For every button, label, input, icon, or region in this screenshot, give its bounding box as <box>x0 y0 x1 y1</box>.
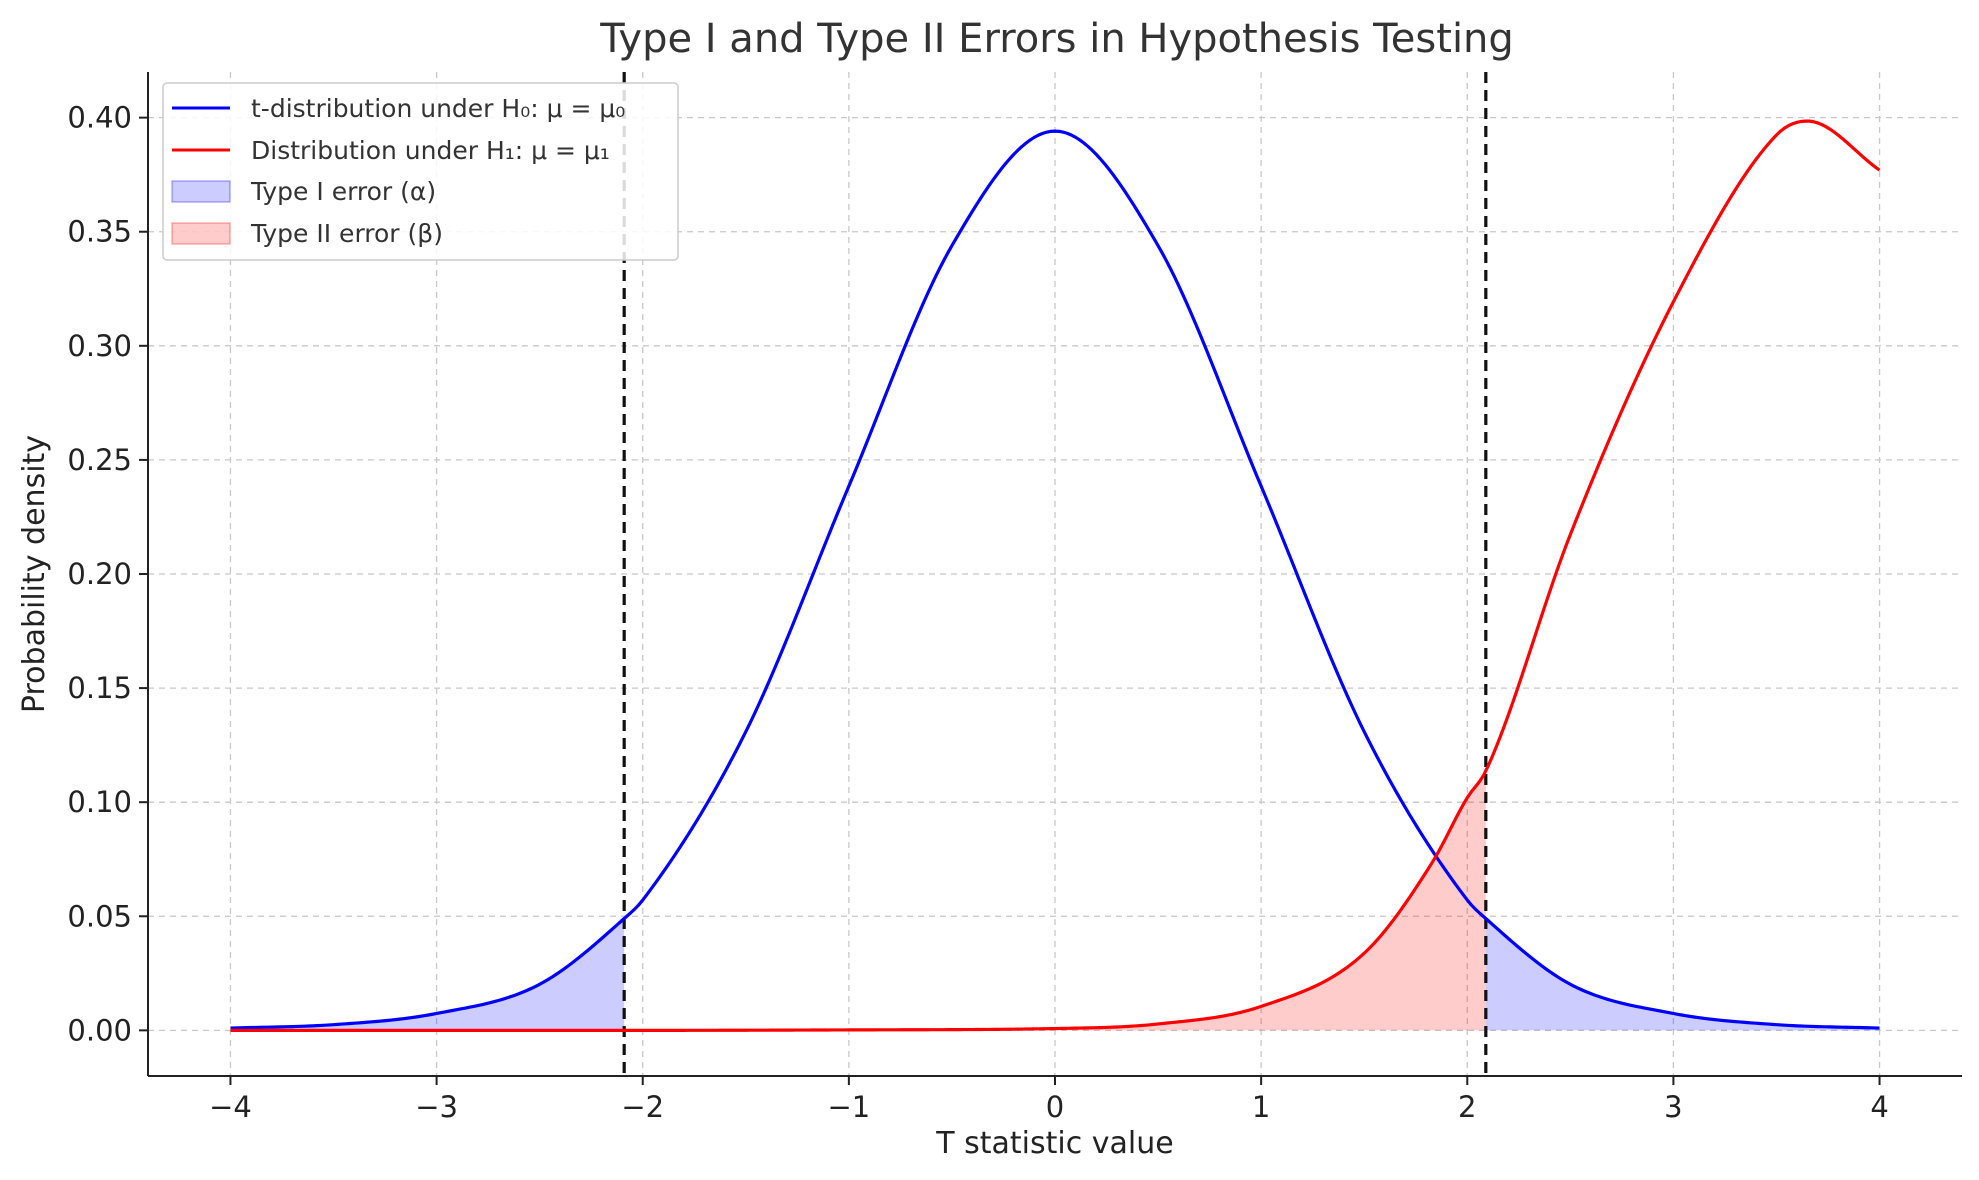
series-lines <box>230 119 1881 1032</box>
legend-label-type2: Type II error (β) <box>250 219 443 248</box>
y-tick-label: 0.30 <box>67 329 132 363</box>
y-tick-label: 0.10 <box>67 785 132 819</box>
legend: t-distribution under H₀: μ = μ₀ Distribu… <box>162 82 679 261</box>
shaded-regions <box>230 770 1880 1031</box>
type-i-error-region <box>1485 918 1880 1031</box>
x-tick-label: 3 <box>1664 1090 1682 1124</box>
type-i-error-region <box>230 918 625 1031</box>
type-ii-error-region <box>230 770 1486 1031</box>
gridlines <box>148 72 1962 1076</box>
x-tick-label: −1 <box>827 1090 870 1124</box>
legend-label-h0: t-distribution under H₀: μ = μ₀ <box>251 94 625 123</box>
x-axis-label: T statistic value <box>935 1126 1173 1161</box>
x-tick-label: 1 <box>1252 1090 1270 1124</box>
legend-label-type1: Type I error (α) <box>250 177 436 206</box>
y-tick-label: 0.35 <box>67 215 132 249</box>
y-tick-label: 0.25 <box>67 443 132 477</box>
legend-box <box>162 82 679 261</box>
x-ticks: −4 −3 −2 −1 0 1 2 3 4 <box>209 1076 1889 1124</box>
y-tick-label: 0.40 <box>67 101 132 135</box>
legend-swatch-type1 <box>171 180 231 203</box>
y-tick-label: 0.00 <box>67 1013 132 1047</box>
y-tick-label: 0.20 <box>67 557 132 591</box>
h1-distribution-line <box>230 119 1881 1032</box>
x-tick-label: −2 <box>621 1090 664 1124</box>
y-tick-label: 0.05 <box>67 899 132 933</box>
h0-distribution-line <box>230 129 1880 1030</box>
legend-swatch-type2 <box>171 222 231 245</box>
x-tick-label: −4 <box>209 1090 252 1124</box>
y-ticks: 0.00 0.05 0.10 0.15 0.20 0.25 0.30 0.35 0.40 <box>67 101 148 1047</box>
y-tick-label: 0.15 <box>67 671 132 705</box>
x-tick-label: 0 <box>1046 1090 1064 1124</box>
y-axis-label: Probability density <box>17 435 52 713</box>
chart-title: Type I and Type II Errors in Hypothesis … <box>599 16 1514 62</box>
x-tick-label: −3 <box>415 1090 458 1124</box>
x-tick-label: 4 <box>1870 1090 1888 1124</box>
legend-label-h1: Distribution under H₁: μ = μ₁ <box>251 136 610 165</box>
x-tick-label: 2 <box>1458 1090 1476 1124</box>
